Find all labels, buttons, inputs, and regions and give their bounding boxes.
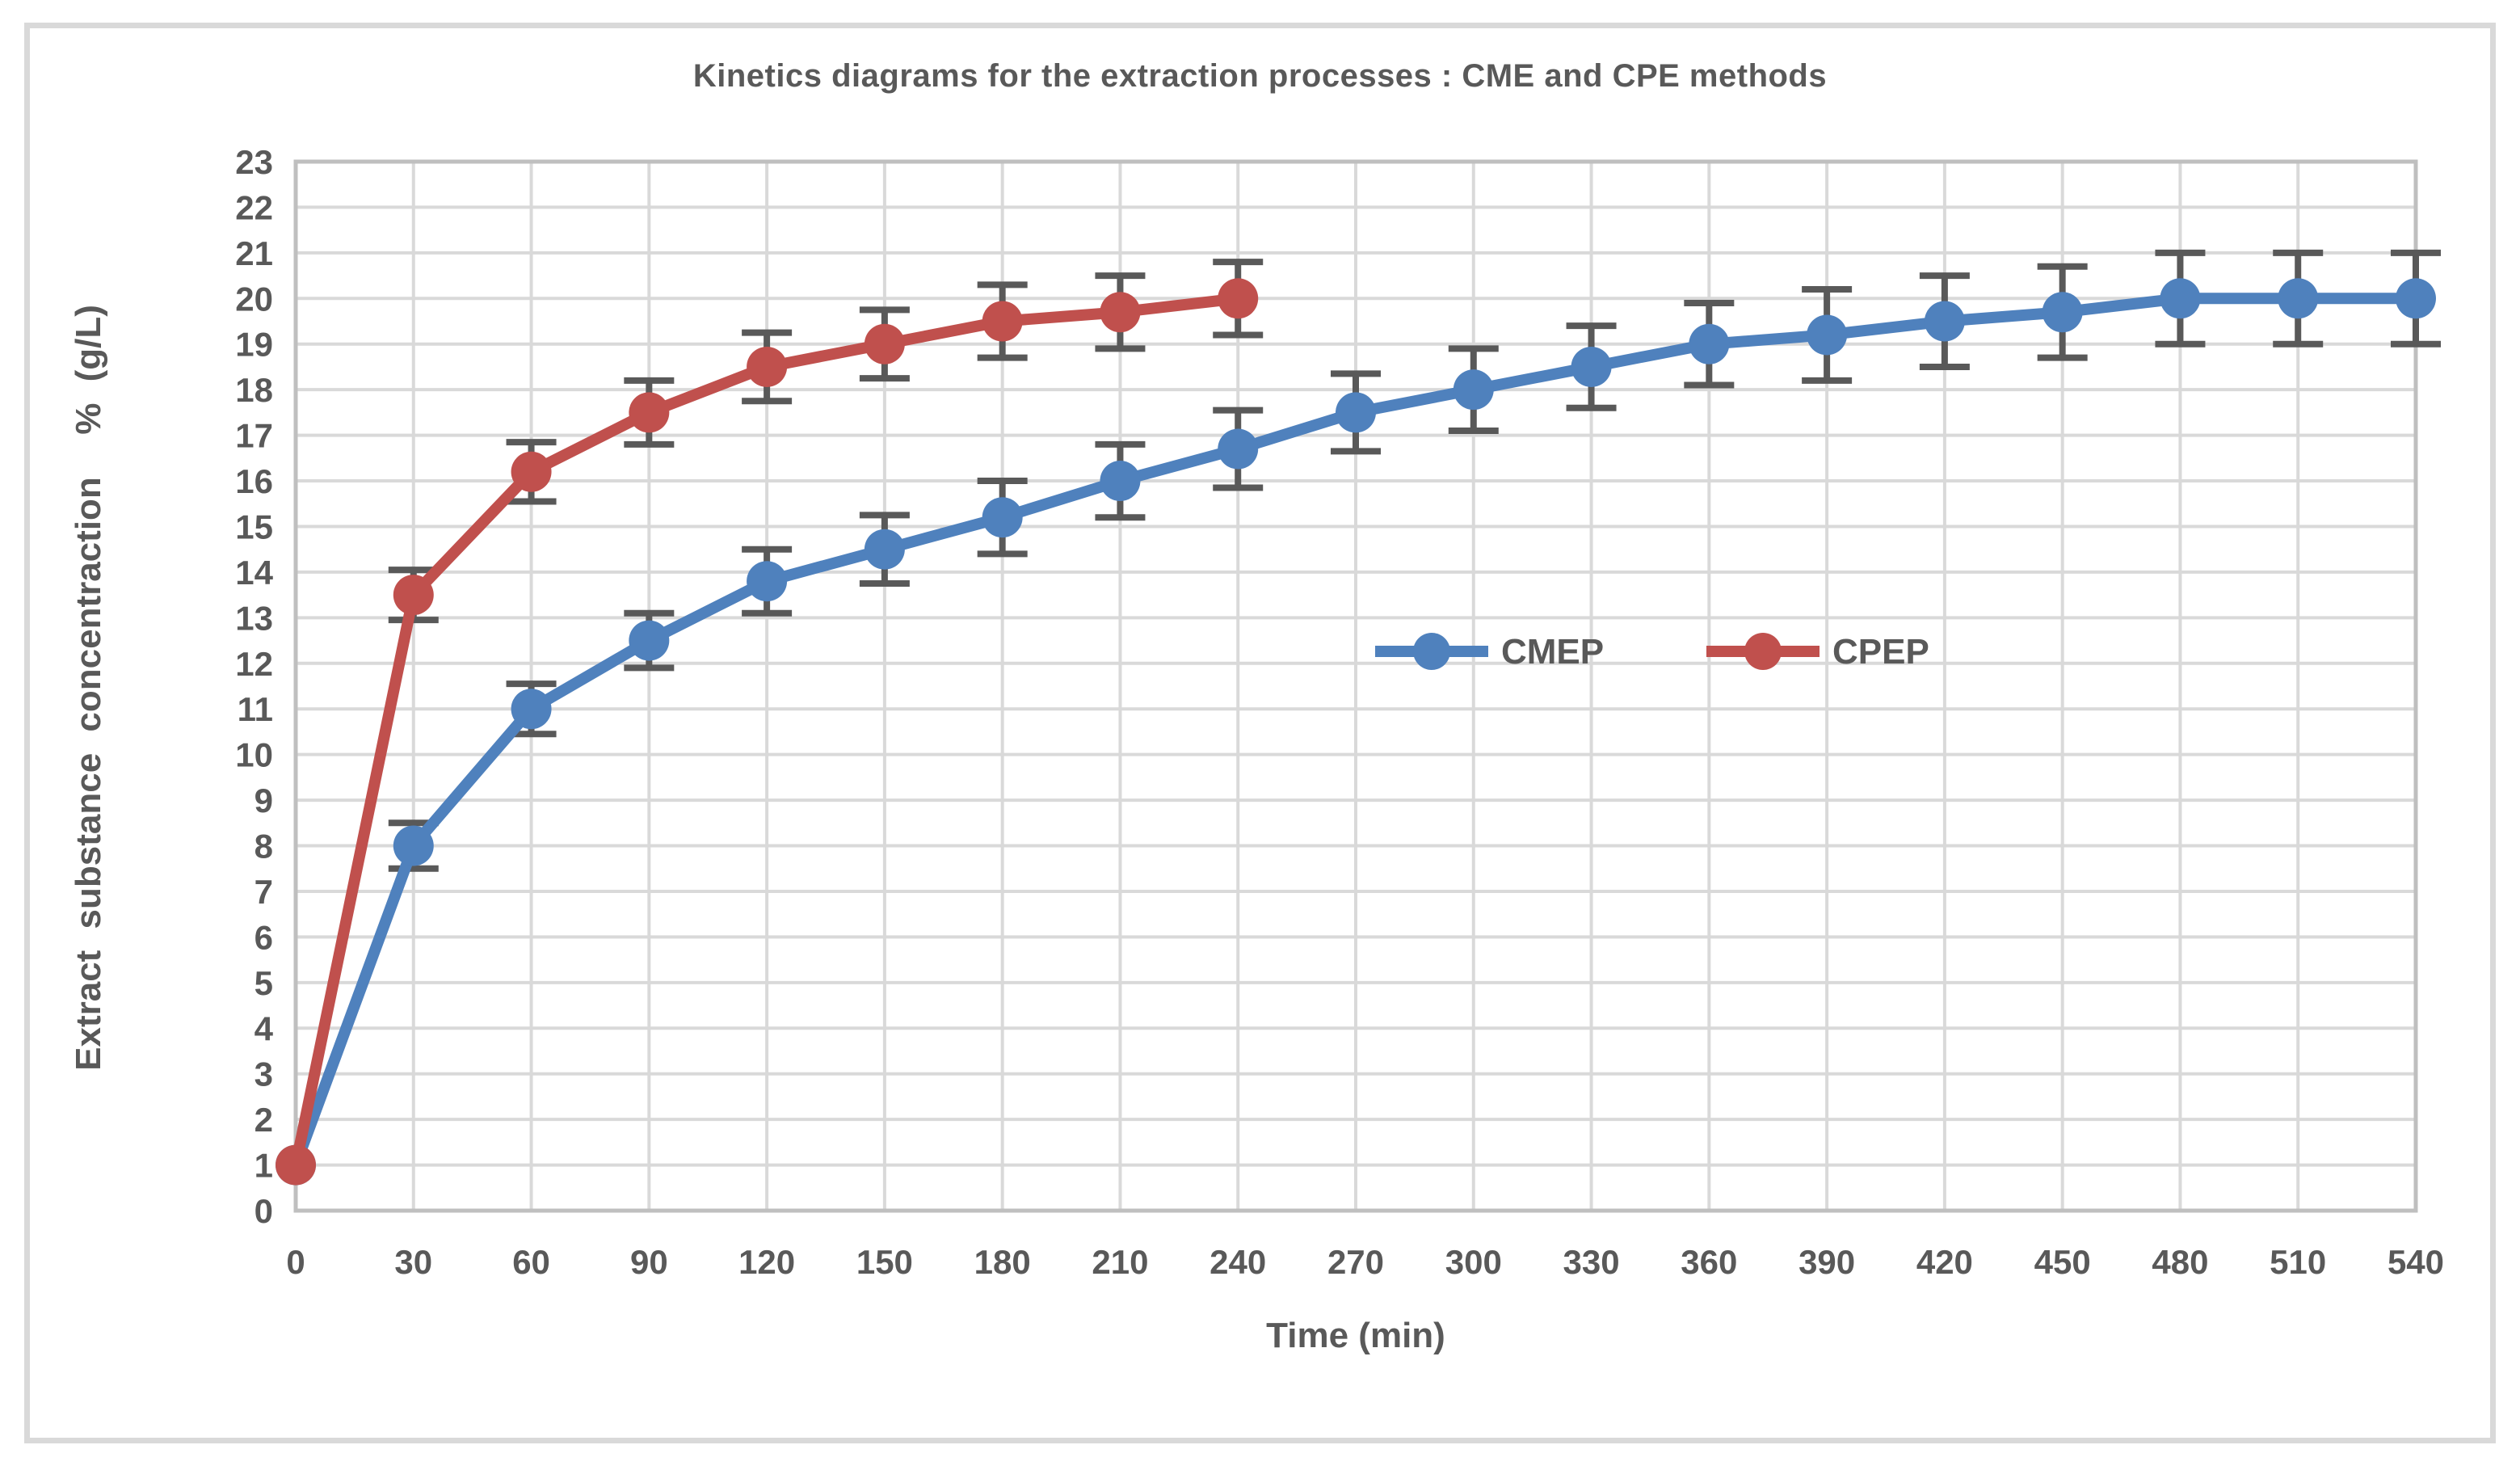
- x-tick-label: 360: [1681, 1243, 1737, 1281]
- y-tick-label: 19: [235, 326, 273, 364]
- y-tick-label: 11: [238, 690, 273, 728]
- gridlines: [294, 160, 2417, 1212]
- y-tick-label: 17: [235, 417, 273, 455]
- data-point: [2160, 278, 2201, 319]
- data-point: [747, 346, 788, 387]
- data-point: [2396, 278, 2436, 319]
- x-tick-label: 510: [2270, 1243, 2326, 1281]
- series-markers: [276, 278, 1259, 1186]
- y-tick-label: 22: [235, 188, 273, 226]
- x-tick-label: 180: [974, 1243, 1031, 1281]
- y-tick-label: 21: [235, 234, 273, 272]
- x-tick-label: 90: [630, 1243, 668, 1281]
- data-point: [1336, 392, 1376, 433]
- y-tick-label: 7: [255, 873, 273, 911]
- y-tick-label: 4: [255, 1009, 274, 1047]
- data-point: [1100, 292, 1141, 333]
- y-tick-label: 6: [255, 918, 273, 956]
- y-tick-label: 20: [235, 280, 273, 318]
- data-point: [747, 561, 788, 602]
- data-point: [864, 323, 905, 364]
- data-point: [393, 575, 434, 616]
- legend-label: CMEP: [1501, 632, 1604, 672]
- data-point: [629, 620, 670, 661]
- y-tick-label: 23: [235, 143, 273, 181]
- data-point: [1218, 278, 1259, 319]
- series-markers: [276, 278, 2436, 1186]
- x-tick-label: 60: [512, 1243, 550, 1281]
- x-tick-label: 480: [2152, 1243, 2208, 1281]
- data-point: [1924, 301, 1965, 342]
- y-tick-label: 1: [255, 1147, 273, 1185]
- y-tick-label: 3: [255, 1055, 273, 1093]
- y-tick-label: 10: [235, 736, 273, 774]
- y-tick-label: 5: [255, 964, 273, 1002]
- data-point: [629, 392, 670, 433]
- x-tick-label: 30: [394, 1243, 432, 1281]
- x-tick-label: 540: [2387, 1243, 2444, 1281]
- legend: CMEP CPEP: [1375, 632, 1929, 672]
- y-tick-label: 8: [255, 828, 273, 866]
- x-axis-tick-labels: 0 30 60 90 120 150 180 210 240 270 300 330 360 390 420…: [286, 1243, 2444, 1281]
- y-tick-label: 18: [235, 371, 273, 409]
- x-tick-label: 150: [856, 1243, 913, 1281]
- x-tick-label: 210: [1092, 1243, 1148, 1281]
- data-point: [1689, 323, 1730, 364]
- data-point: [1807, 314, 1848, 356]
- x-tick-label: 300: [1445, 1243, 1502, 1281]
- y-tick-label: 2: [255, 1101, 273, 1139]
- data-point: [2042, 292, 2083, 333]
- data-point: [982, 497, 1023, 538]
- series-cpep: [276, 259, 1264, 1186]
- x-tick-label: 0: [286, 1243, 305, 1281]
- x-axis-title: Time (min): [1266, 1316, 1445, 1355]
- chart-title: Kinetics diagrams for the extraction pro…: [692, 58, 1828, 94]
- data-point: [982, 301, 1023, 342]
- data-point: [276, 1144, 316, 1186]
- data-point: [864, 529, 905, 570]
- data-point: [1571, 346, 1612, 387]
- y-tick-label: 15: [235, 508, 273, 546]
- y-tick-label: 16: [235, 462, 273, 500]
- legend-swatch-marker: [1413, 633, 1450, 670]
- x-tick-label: 450: [2034, 1243, 2091, 1281]
- y-tick-label: 9: [255, 781, 273, 819]
- legend-label: CPEP: [1832, 632, 1929, 672]
- y-tick-label: 0: [255, 1192, 273, 1230]
- data-point: [1453, 369, 1494, 411]
- data-point: [1100, 461, 1141, 502]
- x-tick-label: 270: [1327, 1243, 1384, 1281]
- y-tick-label: 13: [235, 599, 273, 637]
- x-tick-label: 240: [1210, 1243, 1266, 1281]
- x-tick-label: 330: [1563, 1243, 1620, 1281]
- data-point: [393, 825, 434, 866]
- x-tick-label: 120: [738, 1243, 795, 1281]
- data-point: [2278, 278, 2319, 319]
- y-tick-label: 12: [235, 645, 273, 683]
- x-tick-label: 390: [1798, 1243, 1855, 1281]
- plot-area-border: [293, 159, 2418, 1213]
- x-tick-label: 420: [1916, 1243, 1973, 1281]
- data-point: [511, 689, 552, 730]
- legend-swatch-marker: [1744, 633, 1782, 670]
- data-point: [1218, 428, 1259, 470]
- series-cmep: [276, 249, 2441, 1186]
- y-tick-label: 14: [235, 554, 273, 592]
- data-point: [511, 451, 552, 492]
